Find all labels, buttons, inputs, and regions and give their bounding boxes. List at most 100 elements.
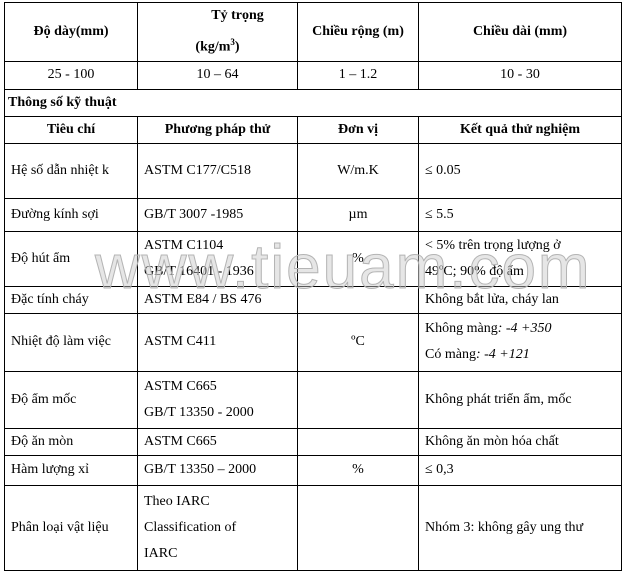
criterion-cell: Nhiệt độ làm việc — [4, 312, 138, 372]
result-cell: Không ăn mòn hóa chất — [418, 427, 622, 456]
method-line: Theo IARC — [144, 493, 210, 509]
result-line: Nhóm 3: không gây ung thư — [425, 519, 584, 535]
criterion-cell: Phân loại vật liệu — [4, 484, 138, 571]
method-cell: ASTM C665 — [137, 427, 298, 456]
spec-table: Độ dày(mm) Tỷ trọng (kg/m3) Chiều rộng (m… — [4, 2, 622, 571]
criterion-cell: Độ hút ẩm — [4, 230, 138, 287]
section-title: Thông số kỹ thuật — [4, 88, 622, 117]
result-label: Không màng — [425, 321, 498, 337]
criterion: Độ ăn mòn — [11, 433, 74, 449]
unit: µm — [348, 206, 368, 222]
unit-cell — [297, 484, 419, 571]
density-close: ) — [234, 39, 240, 55]
result-range: : -4 +121 — [475, 347, 530, 363]
table-row: Độ ẩm mốc ASTM C665 GB/T 13350 - 2000 Không… — [4, 370, 622, 429]
result-line: ≤ 0,3 — [425, 462, 454, 478]
header-thickness: Độ dày(mm) — [4, 2, 138, 62]
unit-cell: µm — [297, 197, 419, 232]
col-method: Phương pháp thử — [137, 115, 298, 144]
table-row: Đặc tính cháy ASTM E84 / BS 476 Không bắt … — [4, 285, 622, 314]
unit-cell: % — [297, 454, 419, 486]
table-row: Đường kính sợi GB/T 3007 -1985 µm ≤ 5.5 — [4, 197, 622, 232]
result-line: 49ºC; 90% độ ẩm — [425, 263, 524, 279]
result-line: ≤ 5.5 — [425, 206, 454, 222]
result-cell: Không màng: -4 +350 Có màng: -4 +121 — [418, 312, 622, 372]
table-row: Phân loại vật liệu Theo IARC Classificatio… — [4, 484, 622, 571]
method-cell: ASTM C177/C518 — [137, 142, 298, 199]
result-cell: Nhóm 3: không gây ung thư — [418, 484, 622, 571]
criterion: Hệ số dẫn nhiệt k — [11, 162, 109, 178]
method-line: Classification of — [144, 519, 237, 535]
value-width: 1 – 1.2 — [297, 60, 419, 90]
value-thickness: 25 - 100 — [4, 60, 138, 90]
result-line: Không ăn mòn hóa chất — [425, 433, 559, 449]
header-width: Chiều rộng (m) — [297, 2, 419, 62]
result-line: ≤ 0.05 — [425, 162, 461, 178]
result-cell: < 5% trên trọng lượng ở 49ºC; 90% độ ẩm — [418, 230, 622, 287]
col-criterion: Tiêu chí — [4, 115, 138, 144]
method-line: GB/T 3007 -1985 — [144, 206, 244, 222]
method-line: ASTM C665 — [144, 378, 217, 394]
method-line: IARC — [144, 545, 178, 561]
method-line: ASTM C411 — [144, 334, 217, 350]
header-density: Tỷ trọng (kg/m3) — [137, 2, 298, 62]
method-line: GB/T 13350 - 2000 — [144, 404, 254, 420]
unit: W/m.K — [337, 162, 379, 178]
result-cell: Không phát triển ẩm, mốc — [418, 370, 622, 429]
method-line: ASTM C1104 — [144, 237, 224, 253]
density-unit: (kg/m — [195, 39, 231, 55]
unit: % — [352, 250, 364, 266]
result-cell: ≤ 0,3 — [418, 454, 622, 486]
method-cell: ASTM E84 / BS 476 — [137, 285, 298, 314]
header-length: Chiều dài (mm) — [418, 2, 622, 62]
unit-cell — [297, 370, 419, 429]
result-line: Không phát triển ẩm, mốc — [425, 391, 572, 407]
method-cell: ASTM C665 GB/T 13350 - 2000 — [137, 370, 298, 429]
unit-cell: ºC — [297, 312, 419, 372]
criterion-cell: Độ ăn mòn — [4, 427, 138, 456]
criterion-cell: Đường kính sợi — [4, 197, 138, 232]
criterion: Nhiệt độ làm việc — [11, 334, 111, 350]
unit: % — [352, 462, 364, 478]
method-cell: ASTM C1104 GB/T 16401 - 1936 — [137, 230, 298, 287]
method-cell: GB/T 3007 -1985 — [137, 197, 298, 232]
table-row: Độ hút ẩm ASTM C1104 GB/T 16401 - 1936% < 5… — [4, 230, 622, 287]
top-values-row: 25 - 100 10 – 64 1 – 1.2 10 - 30 — [4, 60, 622, 90]
spec-header-row: Tiêu chí Phương pháp thử Đơn vị Kết quả … — [4, 115, 622, 144]
criterion: Hàm lượng xỉ — [11, 462, 89, 478]
criterion-cell: Đặc tính cháy — [4, 285, 138, 314]
criterion: Phân loại vật liệu — [11, 519, 109, 535]
result-line: Không bắt lửa, cháy lan — [425, 291, 559, 307]
method-cell: Theo IARC Classification of IARC — [137, 484, 298, 571]
method-cell: GB/T 13350 – 2000 — [137, 454, 298, 486]
result-cell: ≤ 0.05 — [418, 142, 622, 199]
criterion: Đường kính sợi — [11, 206, 99, 222]
value-density: 10 – 64 — [137, 60, 298, 90]
unit-cell — [297, 427, 419, 456]
result-cell: Không bắt lửa, cháy lan — [418, 285, 622, 314]
criterion-cell: Độ ẩm mốc — [4, 370, 138, 429]
result-label: Có màng — [425, 347, 476, 363]
result-cell: ≤ 5.5 — [418, 197, 622, 232]
table-row: Độ ăn mòn ASTM C665 Không ăn mòn hóa chất — [4, 427, 622, 456]
table-row: Nhiệt độ làm việc ASTM C411 ºC Không màng: … — [4, 312, 622, 372]
value-length: 10 - 30 — [418, 60, 622, 90]
method-line: GB/T 13350 – 2000 — [144, 462, 257, 478]
result-range: : -4 +350 — [497, 321, 552, 337]
criterion-cell: Hàm lượng xỉ — [4, 454, 138, 486]
unit-cell: % — [297, 230, 419, 287]
method-line: ASTM C177/C518 — [144, 162, 251, 178]
criterion: Độ hút ẩm — [11, 250, 71, 266]
method-cell: ASTM C411 — [137, 312, 298, 372]
criterion: Đặc tính cháy — [11, 291, 89, 307]
unit-cell — [297, 285, 419, 314]
density-exp: 3 — [230, 37, 235, 47]
criterion: Độ ẩm mốc — [11, 391, 77, 407]
table-row: Hàm lượng xỉ GB/T 13350 – 2000% ≤ 0,3 — [4, 454, 622, 486]
criterion-cell: Hệ số dẫn nhiệt k — [4, 142, 138, 199]
col-result: Kết quả thử nghiệm — [418, 115, 622, 144]
col-unit: Đơn vị — [297, 115, 419, 144]
table-row: Hệ số dẫn nhiệt k ASTM C177/C518 W/m.K ≤ 0.… — [4, 142, 622, 199]
result-line: < 5% trên trọng lượng ở — [425, 237, 561, 253]
method-line: ASTM C665 — [144, 433, 217, 449]
